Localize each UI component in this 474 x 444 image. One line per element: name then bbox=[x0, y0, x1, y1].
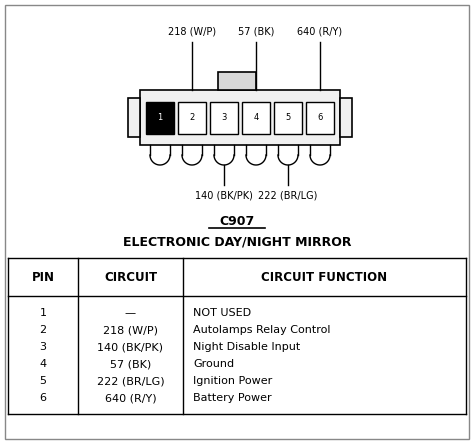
Text: 5: 5 bbox=[39, 376, 46, 386]
Bar bbox=[128, 98, 140, 137]
Text: 4: 4 bbox=[254, 113, 259, 122]
Text: 6: 6 bbox=[317, 113, 323, 122]
Text: 3: 3 bbox=[39, 342, 46, 352]
Text: 2: 2 bbox=[190, 113, 195, 122]
Text: 57 (BK): 57 (BK) bbox=[238, 27, 274, 37]
Bar bbox=[274, 102, 302, 134]
Text: 640 (R/Y): 640 (R/Y) bbox=[298, 27, 343, 37]
Text: 57 (BK): 57 (BK) bbox=[110, 359, 151, 369]
Text: 140 (BK/PK): 140 (BK/PK) bbox=[195, 190, 253, 200]
Bar bbox=[218, 72, 256, 90]
Text: 5: 5 bbox=[285, 113, 291, 122]
Text: NOT USED: NOT USED bbox=[193, 308, 251, 318]
Text: Battery Power: Battery Power bbox=[193, 393, 272, 403]
Text: Ground: Ground bbox=[193, 359, 234, 369]
Bar bbox=[146, 102, 174, 134]
Text: 140 (BK/PK): 140 (BK/PK) bbox=[98, 342, 164, 352]
Text: ELECTRONIC DAY/NIGHT MIRROR: ELECTRONIC DAY/NIGHT MIRROR bbox=[123, 235, 351, 248]
Text: 218 (W/P): 218 (W/P) bbox=[103, 325, 158, 335]
Text: CIRCUIT FUNCTION: CIRCUIT FUNCTION bbox=[262, 270, 388, 284]
Text: 3: 3 bbox=[221, 113, 227, 122]
Text: PIN: PIN bbox=[31, 270, 55, 284]
Text: 222 (BR/LG): 222 (BR/LG) bbox=[97, 376, 164, 386]
Text: CIRCUIT: CIRCUIT bbox=[104, 270, 157, 284]
Bar bbox=[178, 102, 206, 134]
Text: 1: 1 bbox=[39, 308, 46, 318]
Text: 4: 4 bbox=[39, 359, 46, 369]
Bar bbox=[242, 102, 270, 134]
Text: Autolamps Relay Control: Autolamps Relay Control bbox=[193, 325, 330, 335]
Text: Ignition Power: Ignition Power bbox=[193, 376, 272, 386]
Text: —: — bbox=[125, 308, 136, 318]
Bar bbox=[340, 98, 352, 137]
Text: 6: 6 bbox=[39, 393, 46, 403]
Text: 222 (BR/LG): 222 (BR/LG) bbox=[258, 190, 318, 200]
Bar bbox=[210, 102, 238, 134]
Bar bbox=[140, 90, 340, 145]
Text: 1: 1 bbox=[157, 113, 163, 122]
Text: 2: 2 bbox=[39, 325, 46, 335]
Text: Night Disable Input: Night Disable Input bbox=[193, 342, 300, 352]
Text: 218 (W/P): 218 (W/P) bbox=[168, 27, 216, 37]
Text: C907: C907 bbox=[219, 215, 255, 228]
Bar bbox=[306, 102, 334, 134]
Text: 640 (R/Y): 640 (R/Y) bbox=[105, 393, 156, 403]
